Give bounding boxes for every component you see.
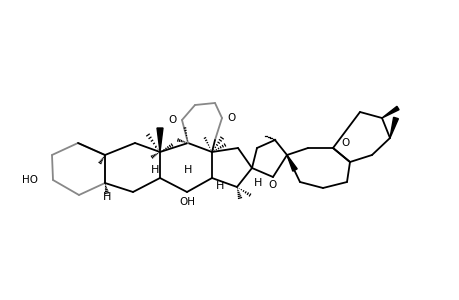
Text: O: O <box>269 180 276 190</box>
Text: O: O <box>340 138 348 148</box>
Text: HO: HO <box>22 175 38 185</box>
Text: H: H <box>215 181 224 191</box>
Polygon shape <box>389 117 397 138</box>
Polygon shape <box>381 106 398 118</box>
Polygon shape <box>157 128 162 152</box>
Text: H: H <box>151 165 159 175</box>
Text: H: H <box>253 178 262 188</box>
Text: OH: OH <box>179 197 195 207</box>
Text: O: O <box>168 115 177 125</box>
Polygon shape <box>286 155 297 171</box>
Text: H: H <box>184 165 192 175</box>
Text: H: H <box>103 192 111 202</box>
Text: •: • <box>153 145 157 149</box>
Text: O: O <box>226 113 235 123</box>
